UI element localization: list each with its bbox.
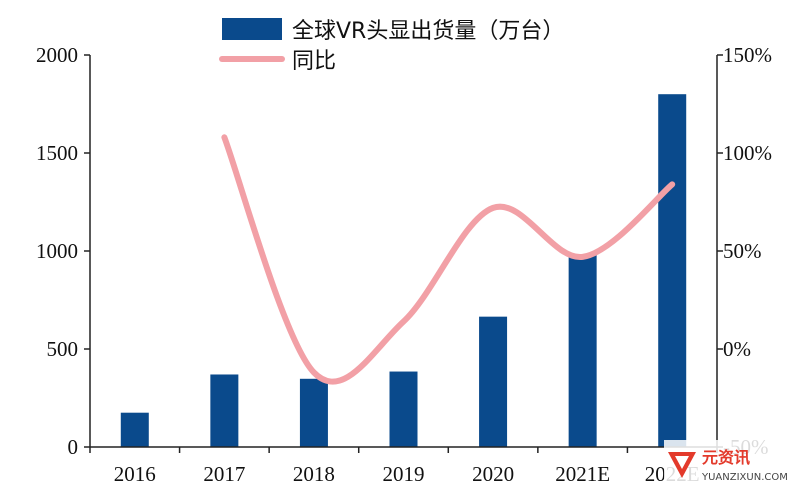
left-tick-label: 1500	[36, 141, 78, 165]
right-tick-label: 50%	[723, 239, 762, 263]
yoy-line	[221, 134, 676, 385]
left-tick-label: 500	[47, 337, 79, 361]
bar-2016	[120, 412, 149, 447]
right-tick-label: 100%	[723, 141, 772, 165]
bar-2022E	[658, 94, 687, 447]
right-tick-label: 150%	[723, 43, 772, 67]
bar-2020	[479, 316, 508, 447]
x-tick-label: 2017	[203, 462, 245, 486]
left-tick-label: 2000	[36, 43, 78, 67]
axes-group	[84, 54, 723, 453]
x-tick-label: 2016	[114, 462, 156, 486]
x-tick-label: 2018	[293, 462, 335, 486]
x-tick-label: 2021E	[555, 462, 610, 486]
legend: 全球VR头显出货量（万台） 同比	[219, 18, 564, 74]
x-tick-label: 2019	[383, 462, 425, 486]
right-tick-label: 0%	[723, 337, 751, 361]
x-tick-label: 2020	[472, 462, 514, 486]
legend-bar-swatch	[222, 18, 282, 40]
watermark: 元资讯 YUANZIXUN.COM	[664, 440, 800, 490]
left-tick-label: 1000	[36, 239, 78, 263]
watermark-logo-icon-inner	[675, 456, 689, 469]
bars-group	[120, 94, 687, 447]
bar-2019	[389, 371, 418, 447]
bar-2018	[299, 378, 328, 447]
bar-2017	[210, 374, 239, 447]
watermark-brand: 元资讯	[702, 448, 750, 467]
watermark-url: YUANZIXUN.COM	[701, 472, 788, 483]
legend-bar-label: 全球VR头显出货量（万台）	[292, 19, 564, 44]
tick-labels-group: 0500100015002000-50%0%50%100%150%2016201…	[36, 43, 772, 486]
left-tick-label: 0	[68, 435, 79, 459]
legend-line-label: 同比	[292, 49, 336, 74]
bar-2021E	[568, 254, 597, 447]
